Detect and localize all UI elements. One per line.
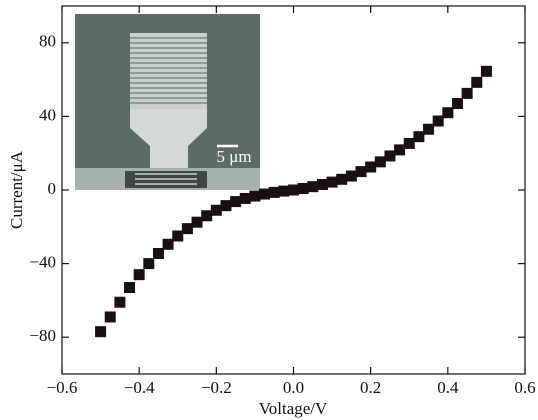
y-tick-label: −40 bbox=[29, 253, 56, 272]
inset-scale-label: 5 μm bbox=[216, 147, 251, 166]
marker bbox=[269, 187, 280, 198]
marker bbox=[384, 150, 395, 161]
marker bbox=[259, 189, 270, 200]
marker bbox=[462, 88, 473, 99]
marker bbox=[163, 239, 174, 250]
marker bbox=[471, 77, 482, 88]
x-tick-label: −0.6 bbox=[47, 378, 78, 397]
x-tick-label: 0.0 bbox=[283, 378, 304, 397]
marker bbox=[365, 162, 376, 173]
y-tick-label: 80 bbox=[39, 32, 56, 51]
marker bbox=[317, 179, 328, 190]
marker bbox=[230, 196, 241, 207]
marker bbox=[452, 98, 463, 109]
marker bbox=[278, 186, 289, 197]
marker bbox=[95, 326, 106, 337]
marker bbox=[143, 258, 154, 269]
x-tick-label: 0.4 bbox=[437, 378, 459, 397]
marker bbox=[114, 297, 125, 308]
marker bbox=[153, 248, 164, 259]
marker bbox=[201, 210, 212, 221]
x-tick-label: 0.2 bbox=[360, 378, 381, 397]
y-tick-label: 40 bbox=[39, 105, 56, 124]
y-tick-label: 0 bbox=[48, 179, 57, 198]
marker bbox=[298, 183, 309, 194]
y-axis-label: Current/μA bbox=[7, 150, 26, 229]
x-axis-label: Voltage/V bbox=[259, 399, 328, 418]
marker bbox=[192, 217, 203, 228]
marker bbox=[105, 311, 116, 322]
marker bbox=[172, 231, 183, 242]
x-tick-label: −0.2 bbox=[201, 378, 232, 397]
chart: 5 μm Voltage/V Current/μA −0.6 −0.4 −0.2 0.… bbox=[0, 0, 538, 420]
marker bbox=[249, 191, 260, 202]
marker bbox=[404, 138, 415, 149]
marker bbox=[327, 177, 338, 188]
marker bbox=[442, 107, 453, 118]
marker bbox=[356, 166, 367, 177]
page: 5 μm Voltage/V Current/μA −0.6 −0.4 −0.2 0.… bbox=[0, 0, 538, 420]
x-tick-label: −0.4 bbox=[124, 378, 155, 397]
marker bbox=[220, 200, 231, 211]
marker bbox=[433, 116, 444, 127]
x-tick-label: 0.6 bbox=[514, 378, 535, 397]
marker bbox=[307, 181, 318, 192]
marker bbox=[394, 144, 405, 155]
marker bbox=[124, 282, 135, 293]
marker bbox=[134, 269, 145, 280]
marker bbox=[346, 171, 357, 182]
inset-image: 5 μm bbox=[75, 14, 260, 190]
marker bbox=[211, 205, 222, 216]
marker bbox=[481, 66, 492, 77]
marker bbox=[423, 124, 434, 135]
marker bbox=[182, 223, 193, 234]
y-tick-label: −80 bbox=[29, 326, 56, 345]
marker bbox=[240, 193, 251, 204]
marker bbox=[413, 131, 424, 142]
marker bbox=[336, 174, 347, 185]
marker bbox=[288, 185, 299, 196]
marker bbox=[375, 156, 386, 167]
